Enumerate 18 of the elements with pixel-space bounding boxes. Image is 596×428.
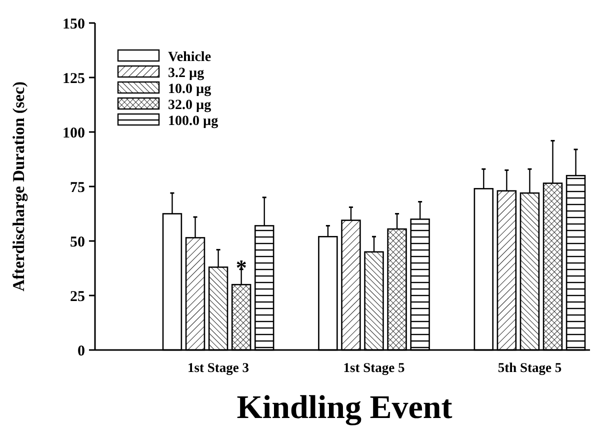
x-tick-label: 5th Stage 5 — [498, 360, 562, 375]
y-tick-label: 0 — [78, 343, 85, 360]
y-tick-label: 75 — [70, 180, 85, 196]
legend-label: 3.2 µg — [168, 66, 204, 81]
y-tick-label: 25 — [70, 288, 85, 305]
legend-label: 10.0 µg — [168, 82, 212, 97]
legend-label: 32.0 µg — [168, 98, 212, 113]
x-axis-title: Kindling Event — [236, 390, 452, 426]
y-axis-title: Afterdischarge Duration (sec) — [9, 82, 28, 292]
legend-label: Vehicle — [168, 50, 212, 65]
y-tick-label: 125 — [62, 70, 85, 87]
y-tick-label: 150 — [62, 16, 85, 32]
y-tick-label: 100 — [62, 125, 85, 142]
legend-label: 100.0 µg — [168, 114, 218, 129]
x-tick-label: 1st Stage 5 — [343, 360, 405, 375]
x-tick-label: 1st Stage 3 — [188, 360, 250, 375]
y-tick-label: 50 — [70, 234, 85, 250]
annotation: * — [236, 255, 247, 280]
